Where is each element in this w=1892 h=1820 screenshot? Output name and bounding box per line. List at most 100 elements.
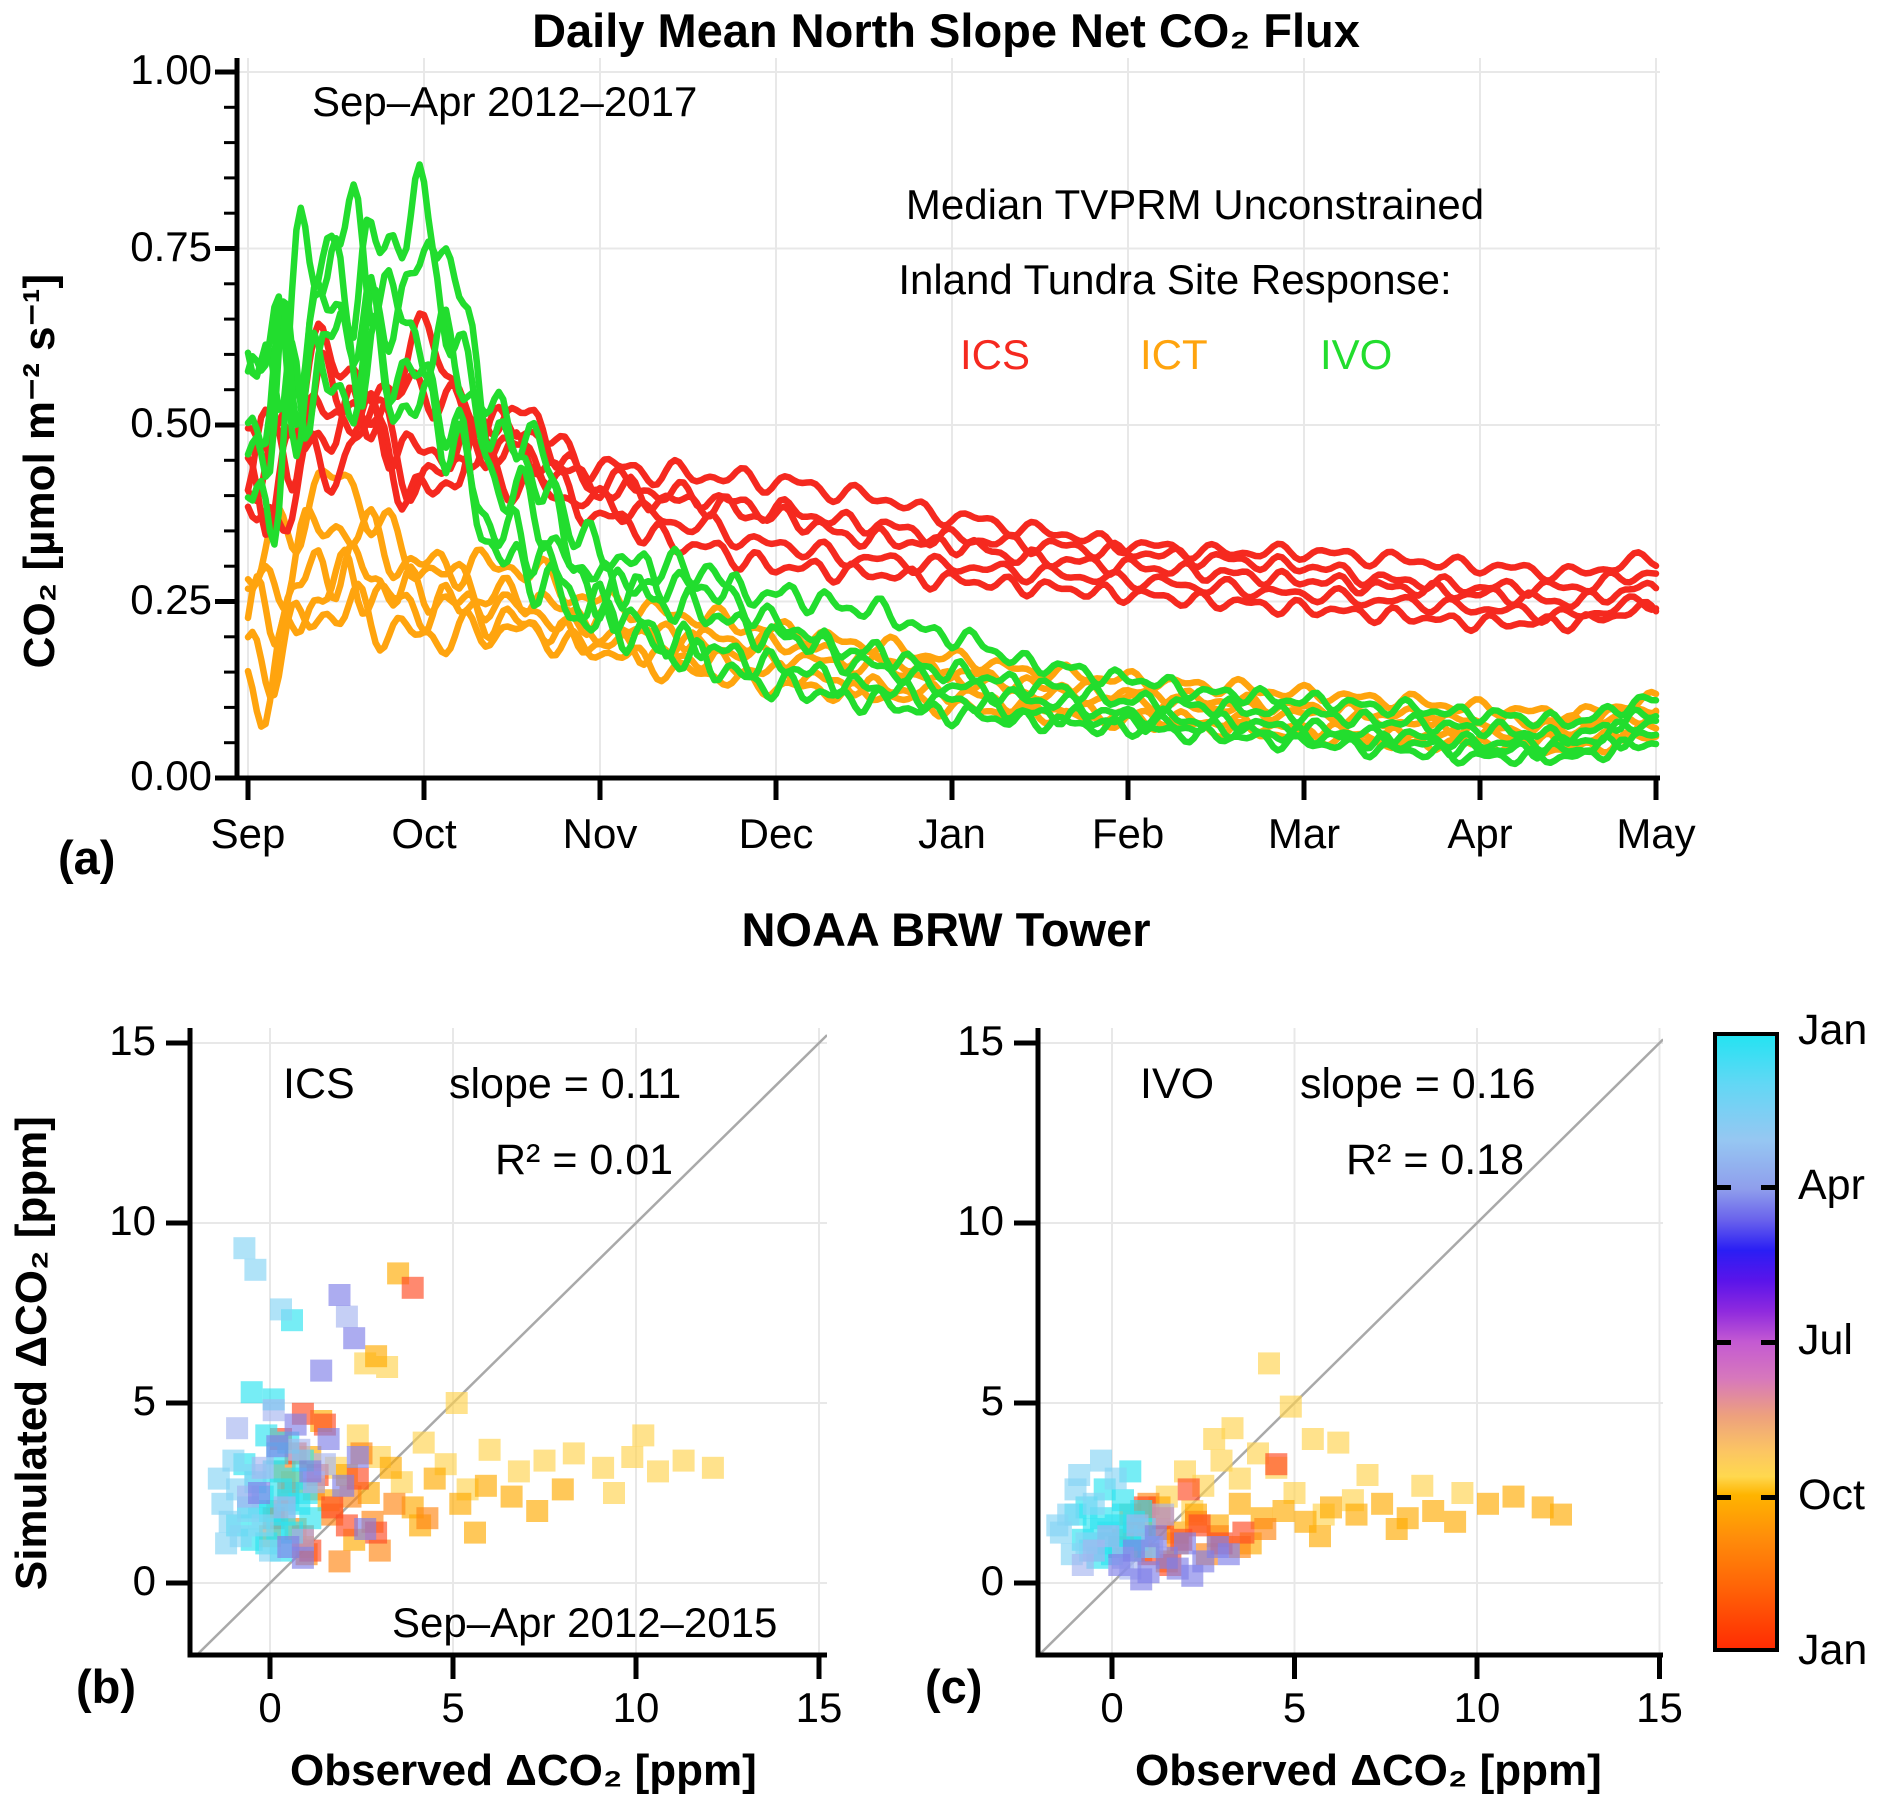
scatter-ics-point — [332, 1474, 355, 1497]
scatter-ics-point — [233, 1237, 256, 1260]
scatter-ivo-point — [1104, 1467, 1127, 1490]
panel-a-legend-line2: Inland Tundra Site Response: — [898, 256, 1452, 303]
colorbar-tick-left — [1713, 1339, 1731, 1345]
scatter-ics-point — [445, 1392, 468, 1414]
scatter-ivo-point — [1265, 1453, 1288, 1476]
scatter-ivo-point — [1444, 1510, 1467, 1533]
scatter-ics-point — [379, 1456, 402, 1479]
panel-a-label: (a) — [58, 831, 116, 884]
panel-a-ytick-0.25: 0.25 — [130, 575, 212, 623]
scatter-ics-point — [416, 1507, 439, 1530]
scatter-ivo-point — [1272, 1500, 1295, 1522]
flux-line-ivo-14 — [244, 273, 1660, 768]
scatter-ivo-point — [1122, 1539, 1145, 1562]
panel-a-xtick-dec: Dec — [738, 810, 814, 857]
scatter-ivo-point — [1258, 1352, 1280, 1375]
scatter-ivo-point — [1385, 1518, 1408, 1540]
panel-a-legend-line1: Median TVPRM Unconstrained — [905, 181, 1485, 228]
panel-c-xtick-5: 5 — [1282, 1684, 1307, 1731]
flux-line-ivo-13 — [244, 306, 1660, 762]
scatter-ics-point — [632, 1424, 655, 1447]
flux-line-ivo-12 — [244, 238, 1660, 755]
panel-a-xtick-apr: Apr — [1447, 810, 1513, 857]
scatter-ics-point — [328, 1550, 351, 1573]
scatter-ics-point — [412, 1431, 435, 1454]
scatter-ivo-point — [1327, 1431, 1350, 1454]
panel-b-xlabel: Observed ΔCO₂ [ppm] — [290, 1746, 757, 1795]
scatter-ics-point — [474, 1474, 497, 1497]
panel-a-ytick-0.00: 0.00 — [130, 752, 212, 799]
scatter-ics-point — [207, 1467, 230, 1490]
scatter-ivo-point — [1082, 1492, 1105, 1515]
panel-a-xtick-mar: Mar — [1267, 810, 1341, 857]
scatter-ivo-point — [1068, 1464, 1091, 1486]
panel-b-xtick-15: 15 — [795, 1684, 843, 1731]
scatter-ics-point — [288, 1438, 311, 1461]
scatter-ivo-point — [1531, 1496, 1554, 1519]
scatter-ics-point — [346, 1446, 369, 1468]
scatter-ics-point — [562, 1442, 585, 1465]
scatter-ivo-point — [1550, 1503, 1572, 1526]
scatter-ivo-point — [1301, 1428, 1324, 1450]
panel-c-ytick-15: 15 — [957, 1017, 1004, 1064]
panel-c-ytick-0: 0 — [980, 1557, 1004, 1604]
scatter-ivo-plot — [1014, 1028, 1663, 1679]
panel-a-xtick-may: May — [1616, 810, 1696, 857]
scatter-ivo-point — [1422, 1500, 1445, 1522]
scatter-ics-point — [291, 1546, 314, 1569]
flux-line-ivo-11 — [244, 161, 1660, 747]
panel-b-r2: R² = 0.01 — [495, 1136, 674, 1184]
panel-b-ytick-0: 0 — [132, 1557, 156, 1604]
scatter-ivo-point — [1217, 1543, 1240, 1566]
colorbar-label-oct-3: Oct — [1798, 1471, 1865, 1519]
colorbar-label-jan-0: Jan — [1798, 1006, 1868, 1054]
panel-b-ylabel: Simulated ΔCO₂ [ppm] — [6, 1116, 56, 1591]
scatter-ivo-point — [1210, 1449, 1233, 1472]
scatter-ivo-point — [1345, 1503, 1368, 1526]
scatter-ics-point — [226, 1417, 249, 1440]
scatter-ics-point — [335, 1514, 358, 1537]
panel-a-xtick-jan: Jan — [918, 810, 986, 857]
legend-site-ivo: IVO — [1320, 331, 1393, 378]
scatter-ics-point — [368, 1539, 391, 1562]
panel-b-label: (b) — [76, 1660, 137, 1713]
scatter-ics-point — [464, 1521, 486, 1544]
panel-c-xlabel: Observed ΔCO₂ [ppm] — [1135, 1746, 1602, 1795]
panel-a-ytick-0.75: 0.75 — [130, 222, 212, 270]
scatter-ivo-point — [1071, 1554, 1094, 1576]
panel-a-plot — [215, 58, 1660, 800]
flux-line-ict-5 — [244, 505, 1660, 727]
scatter-ics-plot — [166, 1028, 827, 1679]
panel-bc-title: NOAA BRW Tower — [741, 903, 1151, 956]
scatter-ics-point — [215, 1532, 238, 1555]
scatter-ivo-point — [1144, 1525, 1167, 1548]
scatter-ivo-point — [1174, 1460, 1196, 1483]
scatter-ics-point — [592, 1456, 615, 1479]
panel-c-ytick-10: 10 — [957, 1197, 1004, 1244]
panel-c-xtick-15: 15 — [1636, 1684, 1683, 1731]
panel-a-xtick-nov: Nov — [562, 810, 638, 857]
scatter-ics-point — [259, 1539, 281, 1562]
scatter-ics-point — [603, 1482, 625, 1504]
scatter-ics-point — [701, 1456, 724, 1479]
scatter-ics-point — [262, 1399, 285, 1422]
scatter-ivo-point — [1126, 1514, 1149, 1537]
scatter-ics-point — [240, 1381, 263, 1404]
panel-b-xtick-10: 10 — [612, 1684, 660, 1731]
scatter-ics-point — [478, 1438, 501, 1461]
panel-b-site: ICS — [283, 1060, 355, 1108]
panel-a-ytick-0.50: 0.50 — [130, 399, 212, 446]
scatter-ics-point — [251, 1456, 274, 1479]
colorbar-label-jul-2: Jul — [1798, 1316, 1853, 1364]
scatter-ivo-point — [1320, 1496, 1342, 1519]
scatter-ics-point — [266, 1435, 289, 1458]
scatter-ivo-point — [1502, 1485, 1525, 1508]
scatter-ivo-point — [1232, 1521, 1255, 1544]
scatter-ivo-point — [1279, 1395, 1302, 1418]
scatter-ivo-point — [1247, 1442, 1269, 1465]
scatter-ics-point — [672, 1449, 695, 1472]
scatter-ics-point — [343, 1327, 366, 1350]
scatter-ics-point — [273, 1496, 296, 1519]
